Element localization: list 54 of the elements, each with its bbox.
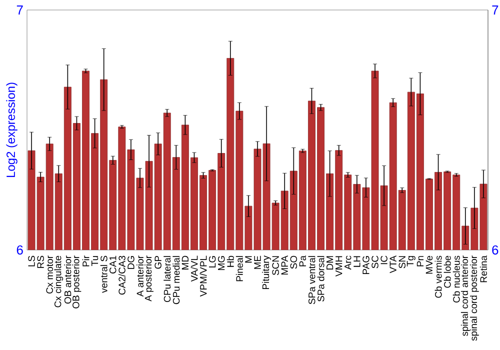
x-tick-label: CA1 xyxy=(110,256,116,274)
x-tick-label: CA2/CA3 xyxy=(118,256,126,295)
x-tick-label: VTA xyxy=(390,255,396,274)
x-tick-label: Tg xyxy=(406,256,416,266)
x-tick-label: SC xyxy=(372,256,378,268)
x-tick-label: A posterior xyxy=(144,256,154,302)
x-tick-label: Tu xyxy=(91,256,98,266)
x-tick-label: Pituitary xyxy=(262,255,271,289)
x-tick-label: LH xyxy=(354,256,360,267)
x-tick-label: Pa xyxy=(299,255,306,266)
x-tick-label: CPu lateral xyxy=(164,256,171,302)
x-tick-label: VMH xyxy=(336,256,342,277)
x-tick-label: PAG xyxy=(362,256,370,274)
x-tick-label: Hb xyxy=(226,256,234,267)
x-tick-label: GP xyxy=(154,256,162,269)
x-tick-label: Retina xyxy=(480,255,487,282)
x-tick-label: Pn xyxy=(416,256,424,266)
x-tick-label: SO xyxy=(290,256,298,269)
x-tick-label: spinal cord anterior xyxy=(460,256,470,336)
x-tick-label: SPa dorsal xyxy=(317,256,324,302)
x-tick-label: IC xyxy=(380,256,388,264)
x-tick-label: Cb vermis xyxy=(434,256,442,298)
x-tick-label: Cb lobe xyxy=(444,256,451,288)
x-tick-label: M xyxy=(245,256,252,263)
x-tick-label: RS xyxy=(37,256,44,268)
x-tick-label: VPM/VPL xyxy=(200,256,207,297)
y2-tick-label: 7 xyxy=(492,6,498,14)
x-tick-label: Cb nucleus xyxy=(452,256,460,302)
x-tick-label: OB posterior xyxy=(72,256,82,308)
x-tick-label: DG xyxy=(128,256,134,269)
x-tick-label: CPu medial xyxy=(172,256,180,304)
x-tick-label: MPA xyxy=(281,255,288,275)
x-tick-label: A anterior xyxy=(136,256,144,297)
x-tick-label: Pineal xyxy=(236,256,243,282)
y-axis-title: Log2 (expression) xyxy=(6,82,18,178)
x-tick-label: MD xyxy=(182,256,188,270)
x-tick-label: ME xyxy=(254,256,261,269)
x-tick-label: MVe xyxy=(426,256,433,274)
x-tick-label: SPa ventral xyxy=(308,256,316,304)
x-tick-label: MG xyxy=(218,256,225,270)
x-tick-label: ventral S xyxy=(100,256,108,293)
x-tick-label: Cx cingulate xyxy=(54,256,64,308)
x-tick-label: Pir xyxy=(82,256,90,266)
x-tick-label: VA/VL xyxy=(190,256,198,282)
x-tick-label: Arc xyxy=(344,256,352,270)
x-tick-label: LG xyxy=(208,256,216,268)
x-tick-label: Cx motor xyxy=(46,256,53,294)
y2-tick-label: 6 xyxy=(492,245,498,255)
x-tick-label: DM xyxy=(326,256,334,270)
x-tick-label: LS xyxy=(28,256,35,266)
x-tick-label: spinal cord posterior xyxy=(470,256,479,341)
x-tick-label: SCN xyxy=(272,256,279,276)
x-tick-label: OB anterior xyxy=(64,256,72,304)
x-tick-label: SN xyxy=(398,256,406,268)
